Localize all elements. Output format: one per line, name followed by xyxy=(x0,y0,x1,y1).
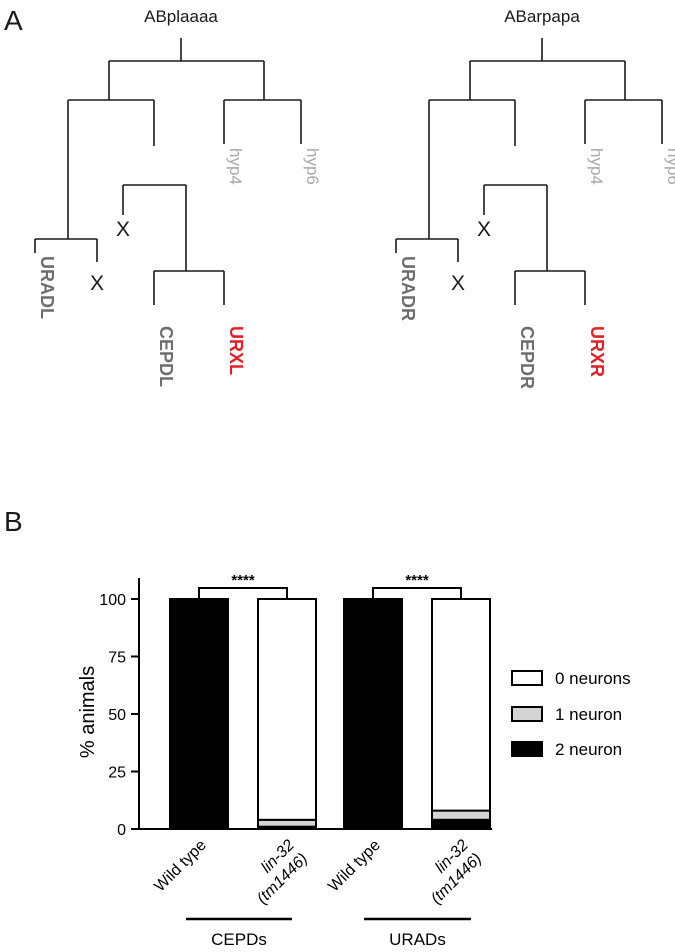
bar-segment-0-neurons xyxy=(257,598,317,821)
lineage-tree-left: ABplaaaa X X URADL CEPDL URXL hyp4 hyp6 xyxy=(34,7,322,387)
neuron-label-urxr: URXR xyxy=(587,326,607,377)
lineage-root-label: ABplaaaa xyxy=(144,7,218,26)
legend-swatch xyxy=(511,670,543,686)
y-tick-label: 100 xyxy=(99,592,126,609)
cell-label-hyp6: hyp6 xyxy=(664,148,675,185)
lineage-branches xyxy=(34,38,302,305)
x-category-label: Wild type xyxy=(151,837,210,896)
panel-letter-a: A xyxy=(4,5,23,36)
significance-label: **** xyxy=(231,572,255,589)
lineage-root-label: ABarpapa xyxy=(504,7,580,26)
significance-bracket xyxy=(198,587,288,599)
bar-segment-1-neuron xyxy=(257,818,317,828)
legend-swatch xyxy=(511,706,543,722)
x-category-label: lin-32(tm1446) xyxy=(241,837,312,908)
y-axis-ticks: 0 25 50 75 100 xyxy=(99,592,139,839)
x-category-label: Wild type xyxy=(325,837,384,896)
bar-segment-1-neuron xyxy=(431,809,491,821)
x-category-label: lin-32(tm1446) xyxy=(415,837,486,908)
bar-segment-0-neurons xyxy=(431,598,491,812)
neuron-label-uradl: URADL xyxy=(37,256,57,319)
significance-brackets: **** **** xyxy=(198,572,462,599)
group-label: CEPDs xyxy=(211,930,267,947)
neuron-label-urxl: URXL xyxy=(226,326,246,375)
lineage-branches xyxy=(395,38,663,305)
panel-letter-b: B xyxy=(4,506,23,537)
y-tick-label: 0 xyxy=(117,822,126,839)
y-tick-label: 25 xyxy=(108,765,126,782)
legend: 0 neurons 1 neuron 2 neuron xyxy=(511,669,631,759)
cell-death-mark: X xyxy=(451,272,465,295)
legend-swatch xyxy=(511,741,543,757)
bar-segment-2-neuron xyxy=(169,598,229,830)
legend-label: 2 neuron xyxy=(555,740,622,759)
cell-death-mark: X xyxy=(116,218,130,241)
cell-death-mark: X xyxy=(477,218,491,241)
bar-segment-2-neuron xyxy=(431,818,491,830)
cell-death-mark: X xyxy=(90,272,104,295)
cell-label-hyp4: hyp4 xyxy=(226,148,245,185)
group-label: URADs xyxy=(389,930,446,947)
y-tick-label: 75 xyxy=(108,650,126,667)
group-labels: CEPDs URADs xyxy=(186,917,471,949)
y-axis-label: % animals xyxy=(77,666,99,758)
neuron-label-cepdl: CEPDL xyxy=(156,326,176,387)
bar-segment-2-neuron xyxy=(343,598,403,830)
neuron-label-cepdr: CEPDR xyxy=(517,326,537,389)
bars xyxy=(169,598,491,831)
lineage-tree-right: ABarpapa X X URADR CEPDR URXR hyp4 hyp6 xyxy=(395,7,675,389)
neuron-label-uradr: URADR xyxy=(398,256,418,321)
y-tick-label: 50 xyxy=(108,707,126,724)
legend-label: 0 neurons xyxy=(555,669,631,688)
significance-bracket xyxy=(372,587,462,599)
x-axis-labels: Wild type lin-32(tm1446) Wild type lin-32(t… xyxy=(151,837,485,908)
cell-label-hyp6: hyp6 xyxy=(303,148,322,185)
legend-label: 1 neuron xyxy=(555,705,622,724)
cell-label-hyp4: hyp4 xyxy=(587,148,606,185)
significance-label: **** xyxy=(405,572,429,589)
